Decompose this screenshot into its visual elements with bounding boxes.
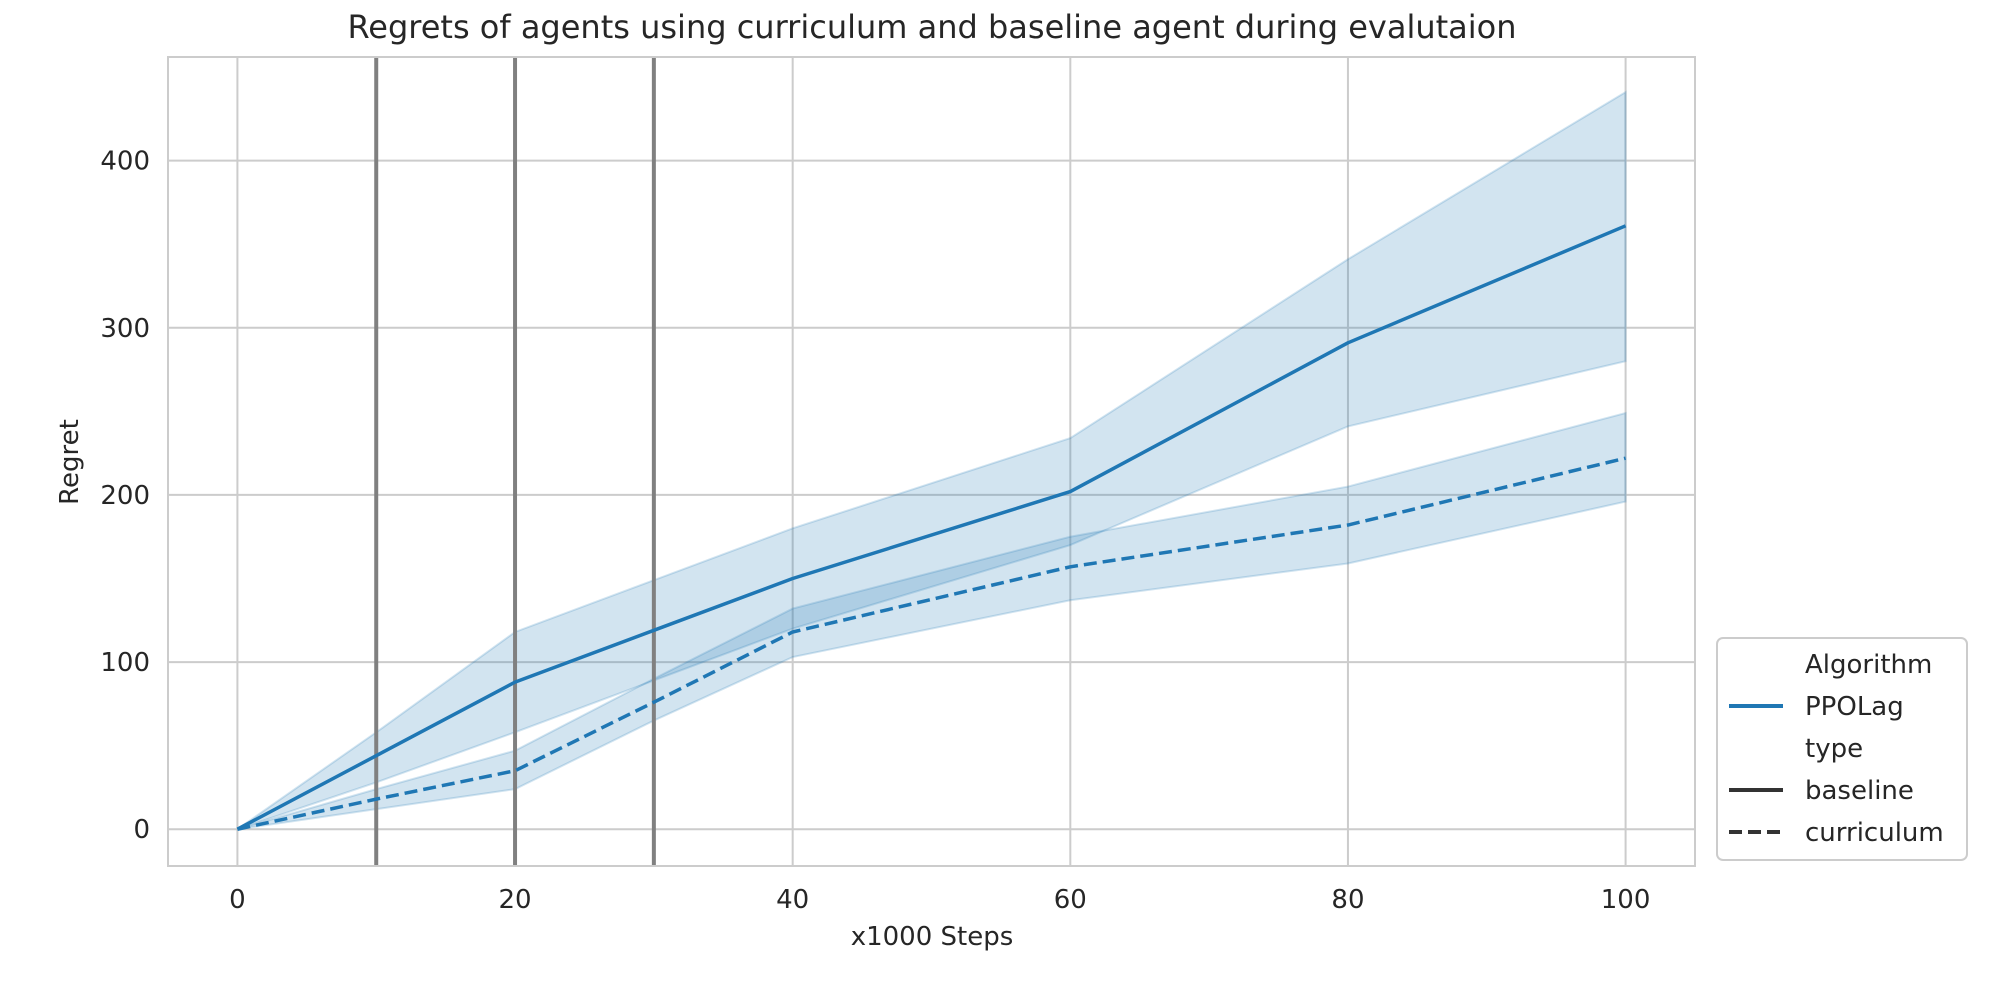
plot-frame (167, 56, 1696, 867)
y-tick-label: 400 (100, 147, 150, 177)
confidence-band-curriculum (237, 411, 1627, 831)
tick-labels: 0 20 40 60 80 100 0 100 200 300 400 (100, 147, 1650, 915)
x-tick-label: 100 (1601, 885, 1651, 915)
x-tick-label: 20 (498, 885, 531, 915)
legend: Algorithm PPOLag type baseline curriculum (1716, 637, 1968, 861)
legend-box (1716, 637, 1968, 861)
marker-vertical-lines (374, 57, 656, 866)
series-line-baseline (236, 224, 1627, 831)
x-tick-label: 60 (1054, 885, 1087, 915)
x-tick-label: 40 (776, 885, 809, 915)
x-tick-label: 0 (229, 885, 246, 915)
series-lines (236, 224, 1627, 831)
chart-title: Regrets of agents using curriculum and b… (347, 8, 1516, 46)
grid-lines (168, 57, 1695, 866)
series-line-curriculum (237, 456, 1627, 831)
x-tick-label: 80 (1331, 885, 1364, 915)
y-tick-label: 300 (100, 314, 150, 344)
legend-label-type: type (1805, 734, 1863, 764)
y-tick-label: 200 (100, 481, 150, 511)
legend-label-PPOLag: PPOLag (1805, 692, 1904, 722)
y-tick-label: 100 (100, 648, 150, 678)
legend-label-curriculum: curriculum (1805, 818, 1944, 848)
x-axis-label: x1000 Steps (851, 922, 1014, 952)
y-tick-label: 0 (133, 815, 150, 845)
y-axis-label: Regret (55, 419, 85, 505)
legend-label-baseline: baseline (1805, 776, 1914, 806)
legend-label-Algorithm: Algorithm (1805, 650, 1932, 680)
